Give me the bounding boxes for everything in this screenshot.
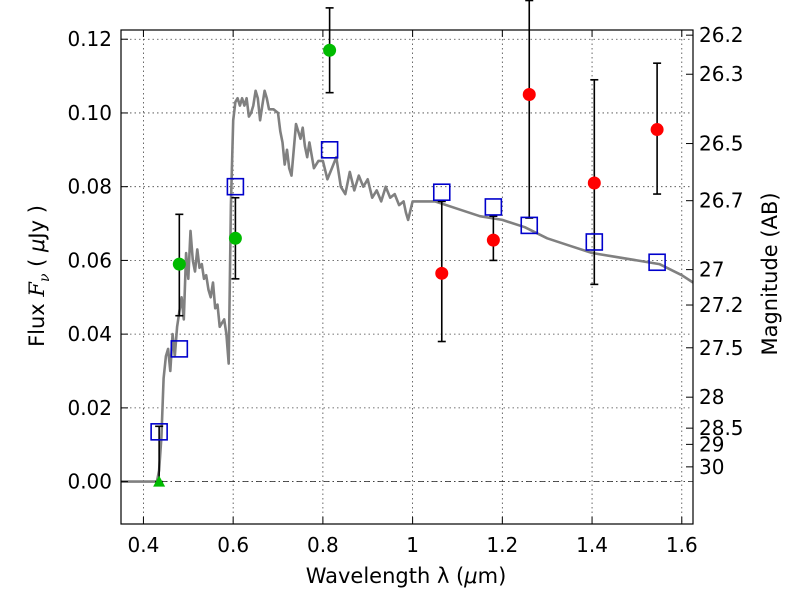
- x-tick-label: 1.2: [486, 533, 518, 557]
- x-tick-label: 1: [406, 533, 419, 557]
- axis-layer: 0.4 0.6 0.8 1 1.2 1.4 1.6 0.00 0.02 0.04 0.06 0.08 0…: [67, 23, 743, 557]
- detection-point: [486, 233, 500, 247]
- x-tick-label: 1.6: [666, 533, 698, 557]
- magnitude-tick-label: 28: [699, 385, 724, 409]
- marker-layer: [150, 43, 666, 487]
- x-axis-label: Wavelength λ (μm): [306, 564, 507, 588]
- magnitude-tick-label: 30: [699, 455, 724, 479]
- y-tick-label: 0.06: [67, 248, 112, 272]
- y-tick-label: 0.04: [67, 322, 112, 346]
- x-tick-label: 0.6: [217, 533, 249, 557]
- magnitude-tick-label: 26.3: [699, 62, 744, 86]
- y-tick-label: 0.12: [67, 27, 112, 51]
- plot-frame: [120, 29, 694, 525]
- magnitude-tick-label: 27: [699, 258, 724, 282]
- green-point: [228, 231, 242, 245]
- model-photometry-square: [170, 340, 189, 358]
- x-tick-label: 0.8: [307, 533, 339, 557]
- magnitude-tick-label: 26.7: [699, 189, 744, 213]
- y-tick-label: 0.08: [67, 175, 112, 199]
- y-tick-label: 0.10: [67, 101, 112, 125]
- x-tick-label: 0.4: [128, 533, 160, 557]
- detection-point: [650, 123, 664, 137]
- detection-point: [587, 176, 601, 190]
- detection-point: [435, 266, 449, 280]
- magnitude-tick-label: 27.5: [699, 336, 744, 360]
- y-tick-label: 0.02: [67, 396, 112, 420]
- magnitude-tick-label: 28.5: [699, 416, 744, 440]
- model-photometry-square: [484, 198, 503, 216]
- model-photometry-square: [648, 253, 666, 272]
- magnitude-tick-label: 29: [699, 432, 724, 456]
- detection-point: [522, 88, 536, 102]
- y-axis-label-right: Magnitude (AB): [758, 192, 782, 355]
- model-spectrum-layer: [121, 89, 694, 483]
- magnitude-tick-label: 26.2: [699, 23, 744, 47]
- model-photometry-square: [320, 141, 339, 159]
- model-spectrum-line: [121, 89, 694, 483]
- magnitude-tick-label: 27.2: [699, 293, 744, 317]
- model-photometry-square: [226, 177, 245, 196]
- model-photometry-square: [150, 423, 168, 441]
- y-tick-label: 0.00: [67, 470, 112, 494]
- green-point: [172, 257, 186, 271]
- model-photometry-square: [585, 233, 604, 251]
- model-photometry-square: [520, 216, 539, 235]
- y-axis-label-left: Flux Fν ( μJy ): [25, 205, 53, 347]
- upper-limit-triangle: [153, 475, 166, 487]
- magnitude-tick-label: 26.5: [699, 132, 744, 156]
- model-photometry-square: [432, 183, 451, 202]
- green-point: [323, 43, 337, 57]
- x-tick-label: 1.4: [576, 533, 608, 557]
